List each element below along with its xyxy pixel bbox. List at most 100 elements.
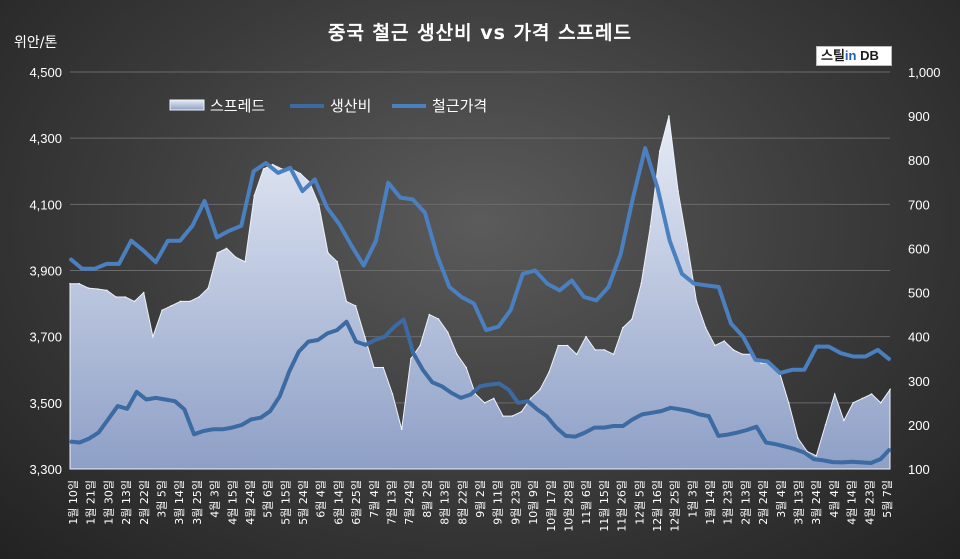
spread-point [493, 397, 495, 400]
left-axis-tick-label: 4,300 [29, 131, 62, 146]
rebar-price-line-point [668, 239, 671, 242]
rebar-price-line-point [840, 352, 842, 355]
x-axis-tick-label: 2월 22일 [137, 480, 151, 525]
rebar-price-line-point [130, 239, 132, 242]
spread-point [189, 300, 191, 303]
spread-point [622, 327, 624, 329]
production-cost-line-point [422, 369, 424, 371]
production-cost-line-point [183, 408, 186, 411]
production-cost-line-point [250, 418, 252, 421]
rebar-price-line-point [252, 170, 255, 173]
spread-point [631, 318, 633, 320]
x-axis-tick-label: 4월 24일 [243, 480, 257, 525]
spread-point [152, 335, 154, 338]
spread-point [714, 344, 716, 347]
production-cost-line-point [288, 370, 291, 373]
production-cost-line-point [622, 425, 624, 427]
rebar-price-line-point [815, 345, 818, 348]
production-cost-line-point [746, 429, 748, 431]
production-cost-line-point [660, 410, 662, 412]
x-axis-tick-label: 5월 24일 [296, 480, 310, 525]
spread-point [760, 362, 762, 364]
production-cost-line-point [107, 418, 109, 421]
production-cost-line-point [145, 398, 148, 401]
x-axis-tick-label: 11월 26일 [615, 480, 629, 532]
spread-point [502, 415, 504, 417]
production-cost-line-point [174, 400, 176, 403]
production-cost-line-point [88, 437, 90, 440]
x-axis-tick-label: 5월 15일 [278, 480, 292, 525]
production-cost-line-point [860, 461, 863, 464]
production-cost-line-point [193, 433, 195, 436]
steelindb-logo: 스틸in DB [816, 46, 892, 66]
spread-point [815, 455, 818, 457]
spread-point [474, 393, 477, 395]
production-cost-line-point [231, 426, 233, 429]
spread-point [419, 344, 421, 347]
rebar-price-line-point [607, 286, 610, 288]
spread-area [69, 115, 891, 470]
production-cost-line-point [765, 441, 767, 444]
spread-point [741, 353, 744, 356]
spread-point [69, 282, 71, 285]
rebar-price-line-point [485, 329, 487, 331]
rebar-price-line-point [546, 282, 549, 285]
rebar-price-line-point [289, 167, 292, 169]
x-axis-tick-label: 1월 3일 [685, 480, 699, 518]
x-axis-tick-label: 9월 2일 [473, 480, 487, 518]
x-axis-tick-label: 1월 30일 [101, 480, 115, 525]
x-axis-tick-label: 3월 24일 [809, 480, 823, 525]
x-axis-tick-label: 4월 3일 [208, 480, 222, 518]
rebar-price-line-point [118, 263, 120, 265]
production-cost-line-point [393, 325, 396, 328]
production-cost-line-point [784, 445, 786, 448]
production-cost-line-point [708, 415, 710, 417]
spread-point [677, 190, 679, 192]
left-axis-tick-label: 3,700 [29, 330, 62, 345]
right-axis-tick-label: 100 [908, 462, 930, 477]
rebar-price-line-point [693, 282, 695, 285]
spread-point [732, 349, 735, 351]
spread-point [345, 300, 348, 303]
production-cost-line-point [460, 397, 462, 399]
spread-point [124, 296, 127, 298]
rebar-price-line-point [803, 369, 806, 371]
spread-point [96, 288, 99, 290]
spread-point [271, 163, 274, 166]
production-cost-line-point [479, 385, 481, 388]
rebar-price-line-point [191, 225, 194, 227]
production-cost-line-point [298, 350, 300, 353]
production-cost-line-point [402, 318, 405, 321]
rebar-price-line-point [142, 249, 145, 252]
spread-point [410, 357, 412, 360]
production-cost-line-point [889, 448, 891, 450]
spread-point [575, 353, 578, 356]
production-cost-line-point [355, 340, 357, 343]
x-axis-tick-label: 9월 23일 [508, 480, 522, 525]
spread-point [262, 168, 265, 170]
rebar-price-line-point [766, 360, 769, 363]
production-cost-line-point [593, 426, 596, 429]
spread-point [235, 256, 237, 259]
rebar-price-line-point [681, 273, 683, 275]
x-axis-tick-label: 6월 4일 [314, 480, 328, 518]
x-axis-tick-label: 5월 6일 [261, 480, 275, 518]
spread-point [806, 450, 808, 453]
rebar-price-line-point [522, 273, 524, 275]
rebar-price-line-point [595, 299, 598, 302]
production-cost-line-point [364, 344, 367, 346]
right-axis-tick-label: 200 [908, 418, 930, 433]
spread-point [603, 349, 606, 351]
spread-point [373, 366, 375, 369]
x-axis-tick-label: 7월 4일 [367, 480, 381, 518]
production-cost-line-point [698, 413, 701, 416]
spread-point [861, 397, 864, 400]
x-axis-tick-label: 2월 13일 [738, 480, 752, 525]
production-cost-line-point [822, 459, 825, 462]
rebar-price-line-point [350, 244, 353, 247]
y-axis-unit-label: 위안/톤 [14, 35, 58, 51]
legend-label: 스프레드 [210, 97, 265, 115]
legend-label: 생산비 [330, 97, 371, 115]
x-axis-tick-label: 11월 6일 [579, 480, 593, 525]
production-cost-line-point [679, 408, 681, 411]
